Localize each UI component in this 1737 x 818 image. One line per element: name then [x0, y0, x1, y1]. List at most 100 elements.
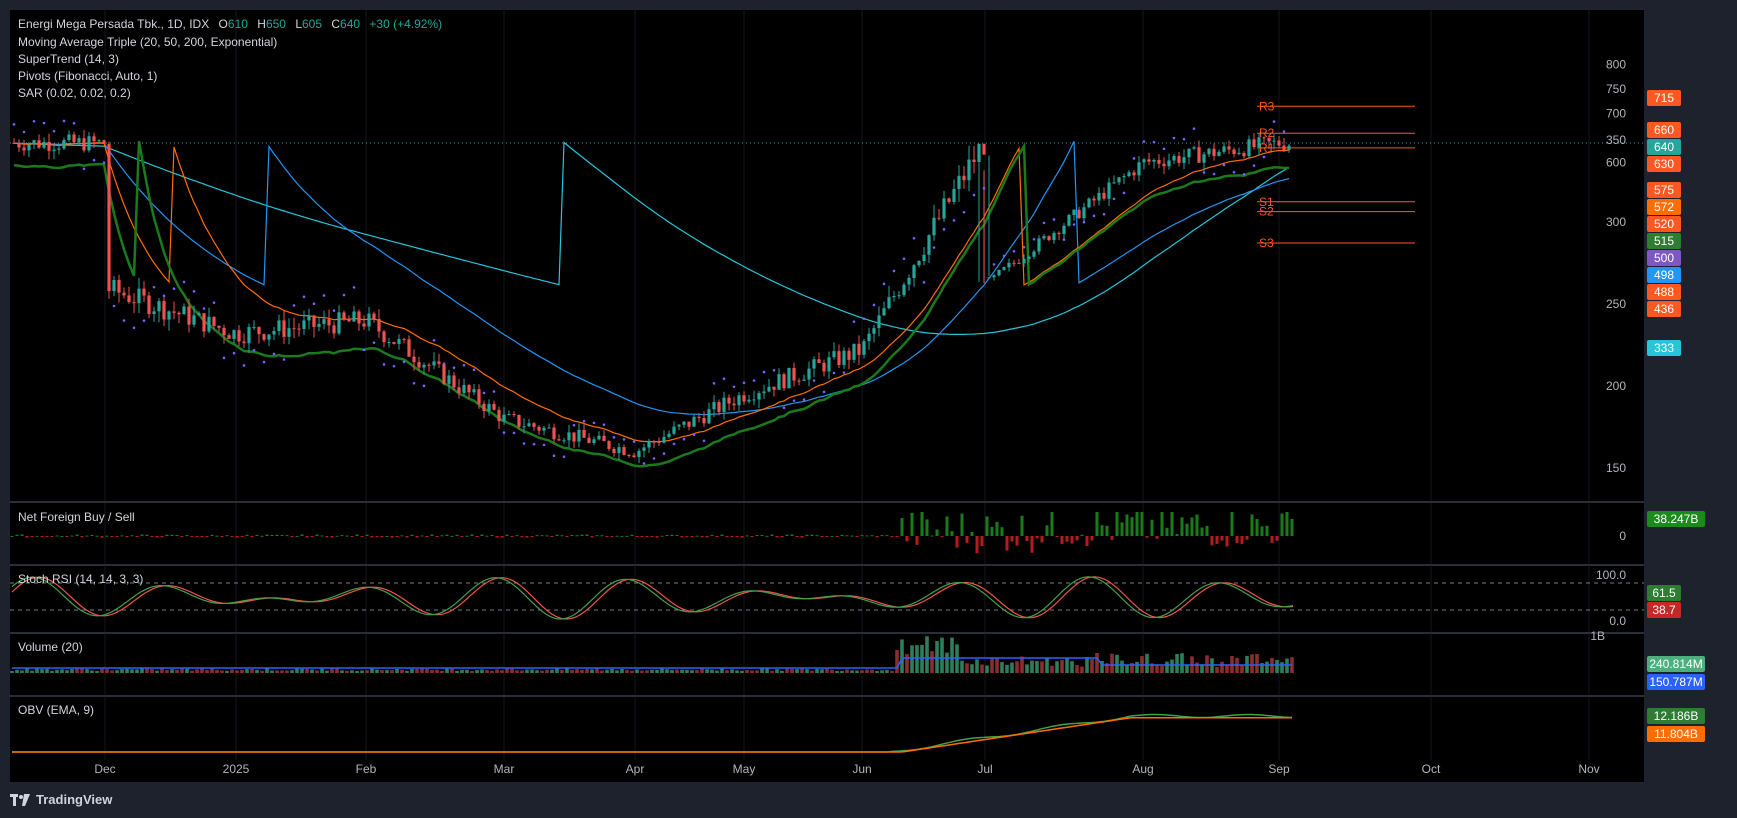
candle: [17, 139, 21, 152]
candlesticks[interactable]: [12, 130, 1291, 464]
indicator-ma-triple[interactable]: Moving Average Triple (20, 50, 200, Expo…: [18, 35, 278, 49]
candle: [1107, 177, 1111, 207]
candle: [867, 327, 871, 350]
candle: [172, 301, 176, 320]
candle: [837, 344, 841, 368]
indicator-supertrend[interactable]: SuperTrend (14, 3): [18, 52, 119, 66]
candle: [787, 367, 791, 389]
pane-dividers[interactable]: [10, 501, 1644, 697]
candle: [562, 437, 566, 444]
price-badge-715-text: 715: [1654, 91, 1674, 105]
price-badge-640-text: 640: [1654, 140, 1674, 154]
time-tick-label: 2025: [223, 762, 250, 776]
candle: [377, 309, 381, 338]
candle: [692, 414, 696, 427]
candle: [342, 310, 346, 321]
candle: [762, 384, 766, 399]
candle: [557, 434, 561, 442]
candle: [572, 432, 576, 449]
candle: [1227, 140, 1231, 155]
candle: [1117, 177, 1121, 186]
candle: [272, 326, 276, 341]
supertrend-line: [13, 140, 1290, 468]
candle: [687, 421, 691, 431]
price-tick-label: 800: [1606, 58, 1626, 72]
pane-title-obv[interactable]: OBV (EMA, 9): [18, 703, 95, 717]
candle: [1022, 254, 1026, 268]
volume-badge: 240.814M: [1647, 656, 1705, 672]
net-foreign-badge-text: 38.247B: [1654, 512, 1699, 526]
candle: [1202, 151, 1206, 171]
candle: [507, 410, 511, 416]
candle: [127, 286, 131, 304]
pane-title-stoch-rsi[interactable]: Stoch RSI (14, 14, 3, 3): [18, 572, 144, 586]
candle: [32, 139, 36, 149]
symbol-title[interactable]: Energi Mega Persada Tbk., 1D, IDX: [18, 17, 210, 31]
candle: [892, 290, 896, 302]
candle: [1162, 157, 1166, 174]
candle: [447, 369, 451, 393]
candle: [752, 390, 756, 406]
volume-ma-line: [12, 657, 1292, 669]
candle: [252, 320, 256, 330]
indicator-sar[interactable]: SAR (0.02, 0.02, 0.2): [18, 86, 131, 100]
candle: [387, 337, 391, 348]
candle: [187, 298, 191, 333]
time-tick-label: Mar: [494, 762, 515, 776]
candle: [677, 423, 681, 431]
price-badge-630-text: 630: [1654, 157, 1674, 171]
candle: [942, 190, 946, 222]
candle: [772, 386, 776, 397]
pivot-label-s3: S3: [1259, 236, 1274, 250]
candle: [462, 378, 466, 396]
candle: [882, 301, 886, 316]
stoch-rsi-lines: [10, 576, 1644, 620]
header-legend[interactable]: Energi Mega Persada Tbk., 1D, IDX O610 H…: [18, 16, 442, 33]
candle: [1077, 206, 1081, 219]
time-axis[interactable]: Dec 2025 Feb Mar Apr May Jun Jul Aug Sep Oct Nov: [94, 762, 1599, 776]
pivot-label-r3: R3: [1259, 99, 1275, 113]
price-axis[interactable]: 150 200 250 300 350 600 700 750 800 0 100.0 0.0 1B: [1590, 58, 1626, 643]
indicator-pivots[interactable]: Pivots (Fibonacci, Auto, 1): [18, 69, 158, 83]
net-foreign-badge: 38.247B: [1647, 511, 1705, 527]
candle: [142, 281, 146, 302]
candle: [92, 132, 96, 148]
tradingview-footer[interactable]: TradingView: [10, 792, 112, 807]
price-badge-515-text: 515: [1654, 234, 1674, 248]
candle: [457, 378, 461, 399]
candle: [312, 314, 316, 338]
price-badge-640: 640: [1647, 139, 1681, 155]
candle: [1197, 140, 1201, 163]
candle: [1032, 249, 1036, 260]
candle: [217, 325, 221, 332]
candle: [477, 384, 481, 409]
pane-title-volume[interactable]: Volume (20): [18, 640, 83, 654]
moving-average-lines: [13, 140, 1290, 468]
pane-divider-3: [10, 695, 1644, 697]
price-badges: 715 660 640 630 575 572 520 515 500 498 488 436 333 3…: [1647, 90, 1705, 742]
price-badge-575-text: 575: [1654, 183, 1674, 197]
pane-divider-1: [10, 564, 1644, 566]
candle: [302, 310, 306, 335]
candle: [597, 431, 601, 441]
candle: [492, 400, 496, 411]
pane-title-net-foreign[interactable]: Net Foreign Buy / Sell: [18, 510, 135, 524]
candle: [887, 285, 891, 310]
candle: [537, 424, 541, 435]
price-badge-436: 436: [1647, 301, 1681, 317]
candle: [167, 310, 171, 331]
candle: [922, 247, 926, 266]
candle: [1272, 134, 1276, 150]
candle: [157, 298, 161, 323]
candle: [1047, 235, 1051, 242]
price-tick-label: 300: [1606, 215, 1626, 229]
candle: [997, 269, 1001, 277]
price-badge-488: 488: [1647, 284, 1681, 300]
candle: [807, 361, 811, 387]
candle: [962, 165, 966, 189]
candle: [97, 139, 101, 144]
candle: [522, 418, 526, 434]
stoch-k-badge-text: 61.5: [1652, 586, 1676, 600]
candle: [77, 135, 81, 146]
